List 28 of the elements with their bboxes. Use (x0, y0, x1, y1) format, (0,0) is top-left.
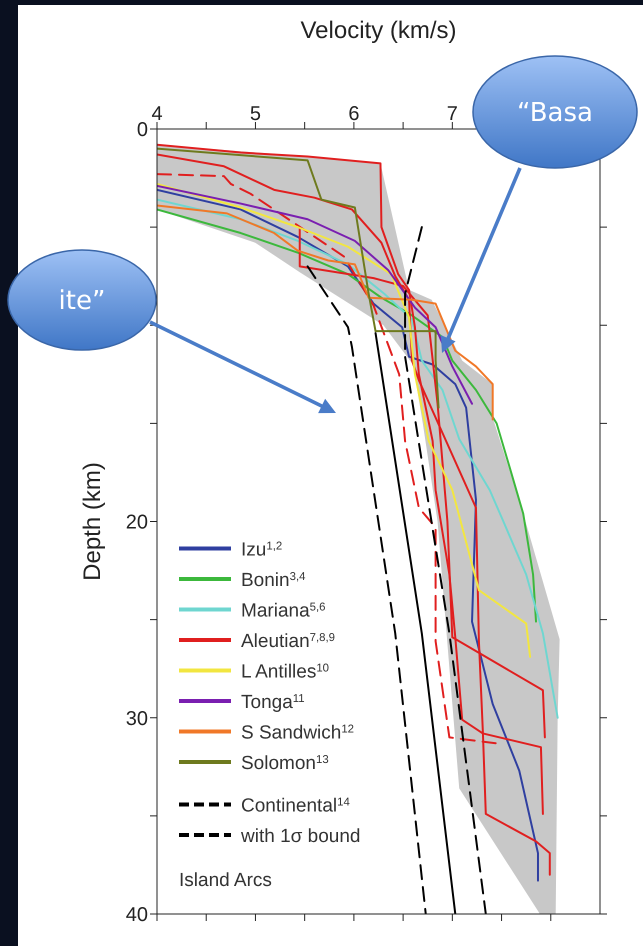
y-axis-title: Depth (km) (79, 462, 106, 581)
legend-label: S Sandwich$^{12}$ (241, 722, 354, 744)
line-series (157, 198, 559, 719)
x-tick-label: 5 (250, 103, 262, 125)
y-tick-label: 40 (126, 904, 148, 926)
legend-label: L Antilles$^{10}$ (241, 662, 330, 682)
line-series (157, 148, 440, 409)
text: “Basa (517, 98, 593, 128)
legend-label: Continental$^{14}$ (241, 796, 350, 816)
y-tick-label: 20 (126, 512, 148, 534)
legend-label: Izu$^{1,2}$ (241, 540, 282, 560)
legend-label: Mariana$^{5,6}$ (241, 600, 326, 622)
legend-label: Solomon$^{13}$ (241, 753, 329, 774)
x-tick-label: 6 (348, 103, 360, 125)
line-series (404, 226, 487, 914)
x-tick-label: 7 (446, 103, 458, 125)
y-tick-label: 0 (136, 119, 148, 142)
x-tick-label: 4 (151, 103, 163, 125)
legend-label: Bonin$^{3,4}$ (241, 570, 306, 591)
legend-label: with 1σ bound (240, 826, 360, 847)
legend-label: Aleutian$^{7,8,9}$ (241, 631, 336, 652)
text: ite” (58, 286, 106, 316)
line-series (157, 204, 494, 420)
line-series (157, 184, 474, 405)
x-axis-title: Velocity (km/s) (300, 17, 457, 44)
y-tick-label: 30 (126, 708, 148, 730)
annotation: Island Arcs (179, 870, 272, 891)
legend-label: Tonga$^{11}$ (241, 692, 305, 713)
